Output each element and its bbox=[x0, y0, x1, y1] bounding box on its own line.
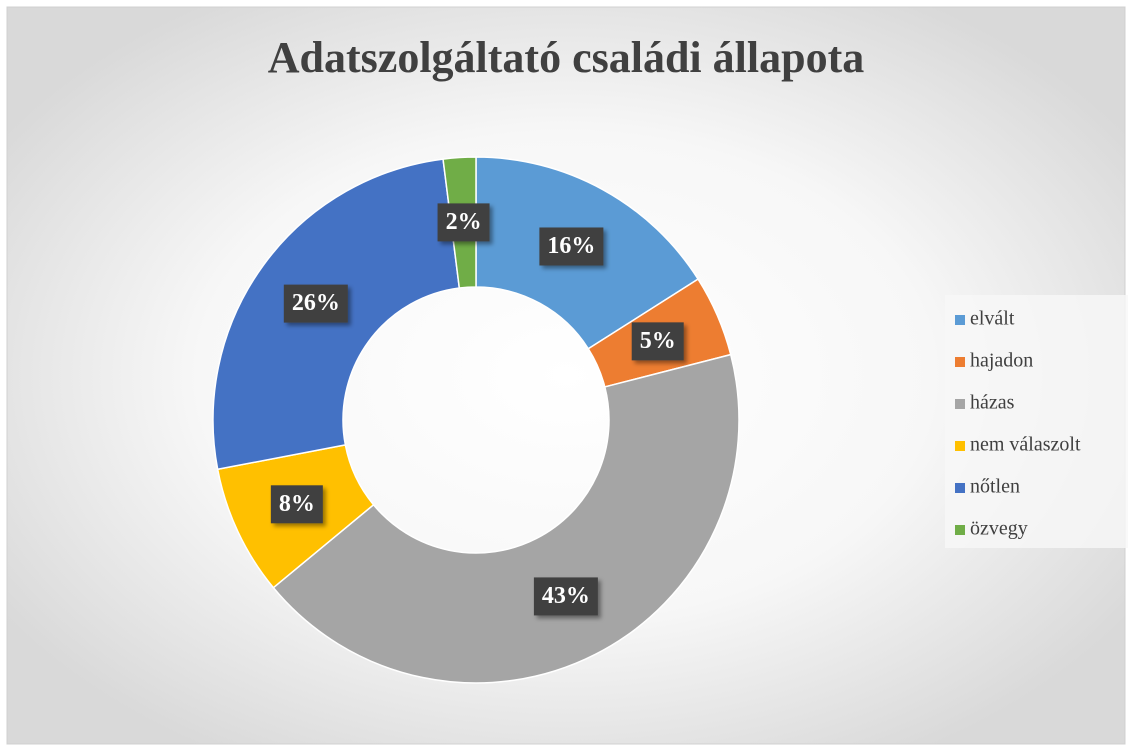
data-label-box bbox=[437, 203, 490, 242]
data-label-text: 26% bbox=[292, 290, 340, 316]
legend-label: nem válaszolt bbox=[970, 434, 1081, 456]
data-label: 43% bbox=[533, 577, 598, 616]
legend-label: elvált bbox=[970, 308, 1015, 330]
legend-label: nőtlen bbox=[970, 476, 1020, 498]
chart-title: Adatszolgáltató családi állapota bbox=[268, 33, 864, 82]
legend-swatch bbox=[955, 357, 965, 367]
data-label: 5% bbox=[631, 322, 684, 361]
donut-segment bbox=[272, 353, 740, 684]
legend-swatch bbox=[955, 483, 965, 493]
data-label-text: 43% bbox=[542, 583, 590, 609]
legend-swatch bbox=[955, 315, 965, 325]
data-label-text: 5% bbox=[640, 328, 676, 354]
data-label: 8% bbox=[270, 485, 323, 524]
data-label-text: 8% bbox=[279, 491, 315, 517]
data-label-text: 16% bbox=[547, 233, 595, 259]
legend-label: házas bbox=[970, 392, 1015, 414]
legend-swatch bbox=[955, 441, 965, 451]
legend-swatch bbox=[955, 399, 965, 409]
data-label: 16% bbox=[539, 227, 604, 266]
data-label-box bbox=[270, 485, 323, 524]
legend-label: özvegy bbox=[970, 518, 1028, 540]
data-label-box bbox=[533, 577, 598, 616]
legend-swatch bbox=[955, 525, 965, 535]
data-label: 26% bbox=[283, 284, 348, 323]
data-label: 2% bbox=[437, 203, 490, 242]
data-label-box bbox=[539, 227, 604, 266]
data-label-box bbox=[283, 284, 348, 323]
data-label-box bbox=[631, 322, 684, 361]
legend-box bbox=[945, 295, 1128, 548]
data-label-text: 2% bbox=[446, 209, 482, 235]
legend-label: hajadon bbox=[970, 350, 1033, 372]
